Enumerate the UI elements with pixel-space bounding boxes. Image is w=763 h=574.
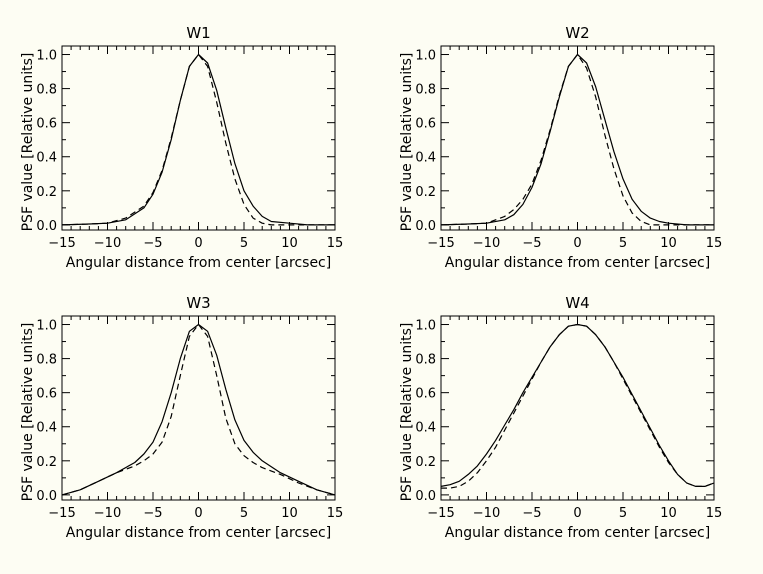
x-tick-label: 15 [327, 236, 344, 251]
x-tick-label: −5 [522, 506, 541, 521]
y-tick-label: 0.2 [415, 455, 436, 470]
x-tick-label: 10 [281, 506, 298, 521]
x-tick-label: 0 [194, 506, 202, 521]
series-line-solid [61, 53, 335, 226]
x-tick-label: 0 [194, 236, 202, 251]
x-tick-label: −15 [48, 506, 75, 521]
x-tick-label: −10 [473, 506, 500, 521]
x-axis-label: Angular distance from center [arcsec] [66, 255, 331, 271]
x-tick-label: −5 [522, 236, 541, 251]
plot-frame [440, 45, 715, 231]
x-tick-label: 5 [240, 236, 248, 251]
plot-frame [61, 45, 336, 231]
x-tick-label: −15 [427, 236, 454, 251]
y-tick-label: 0.0 [36, 489, 57, 504]
series-line-dashed [61, 53, 335, 226]
y-tick-label: 1.0 [36, 319, 57, 334]
y-tick-label: 1.0 [415, 319, 436, 334]
chart-panel-w1: W1 −15 −10 −5 0 5 10 15 0.0 0.2 0.4 0.6 0.8 1.0 Angula… [20, 24, 343, 271]
series-line-solid [61, 323, 336, 496]
y-tick-label: 0.4 [415, 421, 436, 436]
y-tick-label: 0.0 [36, 219, 57, 234]
x-axis-label: Angular distance from center [arcsec] [445, 525, 710, 541]
series-line-dashed [440, 53, 714, 226]
x-tick-label: −5 [143, 506, 162, 521]
series-line-solid [440, 53, 714, 226]
y-tick-label: 0.8 [36, 83, 57, 98]
y-tick-label: 0.6 [415, 117, 436, 132]
x-axis-label: Angular distance from center [arcsec] [445, 255, 710, 271]
x-tick-label: −15 [427, 506, 454, 521]
x-tick-label: 15 [706, 236, 723, 251]
panel-title: W1 [186, 24, 210, 42]
y-axis-label: PSF value [Relative units] [399, 53, 415, 232]
series-line-dashed [61, 323, 336, 496]
panel-title: W3 [186, 294, 210, 312]
chart-panel-w4: W4 −15 −10 −5 0 5 10 15 0.0 0.2 0.4 0.6 0.8 1.0 Angula… [399, 294, 722, 541]
chart-panel-w3: W3 −15 −10 −5 0 5 10 15 0.0 0.2 0.4 0.6 0.8 1.0 Angula… [20, 294, 343, 541]
y-tick-label: 0.4 [36, 421, 57, 436]
y-tick-label: 0.8 [415, 83, 436, 98]
x-axis-label: Angular distance from center [arcsec] [66, 525, 331, 541]
y-tick-label: 0.0 [415, 219, 436, 234]
series-line-dashed [441, 323, 715, 489]
x-tick-label: −5 [143, 236, 162, 251]
x-tick-label: −10 [94, 236, 121, 251]
y-tick-label: 0.2 [36, 185, 57, 200]
y-tick-label: 0.8 [36, 353, 57, 368]
panel-title: W2 [565, 24, 589, 42]
x-tick-label: 5 [619, 506, 627, 521]
panel-title: W4 [565, 294, 589, 312]
y-tick-label: 0.6 [36, 387, 57, 402]
y-axis-label: PSF value [Relative units] [20, 323, 36, 502]
x-tick-label: 0 [573, 506, 581, 521]
y-tick-label: 0.8 [415, 353, 436, 368]
x-tick-label: −10 [473, 236, 500, 251]
y-tick-label: 0.2 [415, 185, 436, 200]
chart-panel-w2: W2 −15 −10 −5 0 5 10 15 0.0 0.2 0.4 0.6 0.8 1.0 Angula… [399, 24, 722, 271]
x-tick-label: 10 [281, 236, 298, 251]
plot-frame [61, 315, 336, 501]
series-line-solid [440, 323, 715, 487]
y-tick-label: 0.6 [415, 387, 436, 402]
x-tick-label: 0 [573, 236, 581, 251]
y-axis-label: PSF value [Relative units] [399, 323, 415, 502]
x-tick-label: 5 [240, 506, 248, 521]
x-tick-label: 15 [327, 506, 344, 521]
x-tick-label: 5 [619, 236, 627, 251]
y-tick-label: 1.0 [415, 49, 436, 64]
y-tick-label: 0.0 [415, 489, 436, 504]
x-tick-label: 10 [660, 506, 677, 521]
y-tick-label: 0.6 [36, 117, 57, 132]
x-tick-label: 10 [660, 236, 677, 251]
y-axis-label: PSF value [Relative units] [20, 53, 36, 232]
y-tick-label: 0.4 [415, 151, 436, 166]
x-tick-label: 15 [706, 506, 723, 521]
y-tick-label: 0.4 [36, 151, 57, 166]
x-tick-label: −15 [48, 236, 75, 251]
y-tick-label: 0.2 [36, 455, 57, 470]
plot-frame [440, 315, 715, 501]
x-tick-label: −10 [94, 506, 121, 521]
y-tick-label: 1.0 [36, 49, 57, 64]
